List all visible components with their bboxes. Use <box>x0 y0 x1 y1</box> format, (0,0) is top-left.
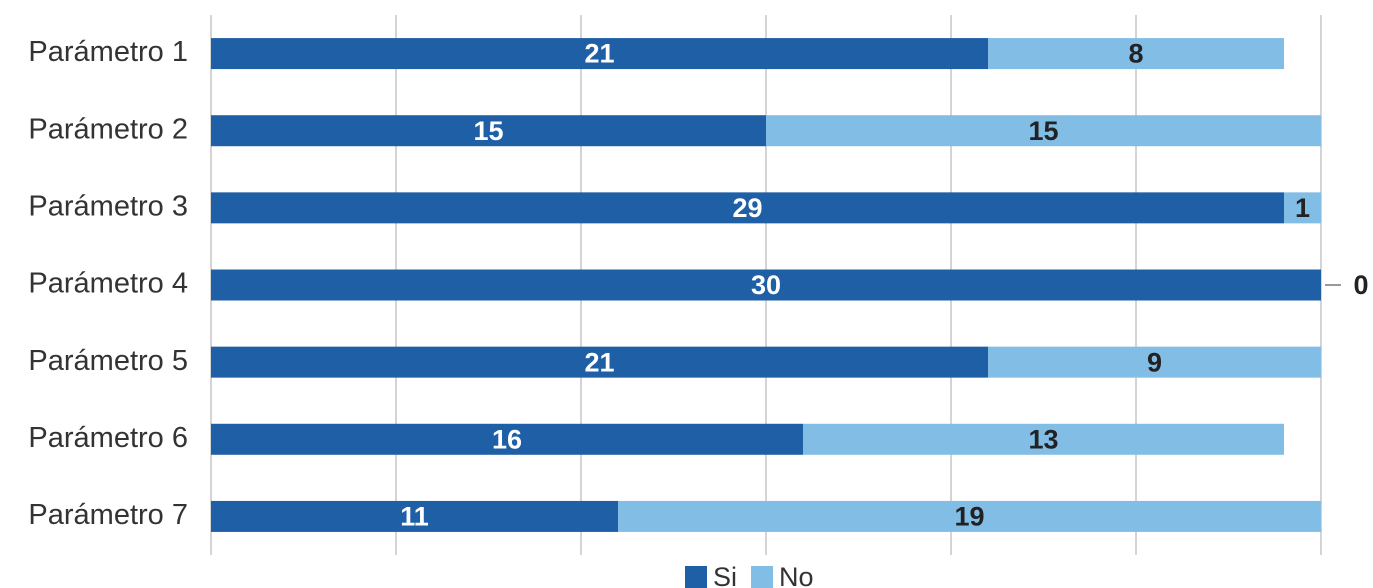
data-label: 0 <box>1353 270 1368 300</box>
bar-segment <box>988 346 1321 378</box>
data-label: 21 <box>584 347 614 377</box>
legend-swatch <box>751 566 774 588</box>
bar-segment <box>766 115 1321 147</box>
legend-label: No <box>779 562 814 588</box>
data-label: 1 <box>1295 193 1310 223</box>
bar-segment <box>988 38 1284 70</box>
category-label: Parámetro 4 <box>28 268 188 300</box>
data-label: 30 <box>751 270 781 300</box>
category-label: Parámetro 7 <box>28 499 188 531</box>
bar-segment <box>211 269 1321 301</box>
legend-label: Si <box>713 562 737 588</box>
data-label: 15 <box>1028 116 1058 146</box>
data-label: 29 <box>732 193 762 223</box>
legend-swatch <box>685 566 707 588</box>
data-label: 13 <box>1028 424 1058 454</box>
bar-segment <box>211 346 988 378</box>
bar-segment <box>211 500 618 532</box>
bar-segment <box>211 192 1284 224</box>
data-label: 8 <box>1128 39 1143 69</box>
category-label: Parámetro 6 <box>28 422 188 454</box>
bar-segment <box>211 115 766 147</box>
data-label: 21 <box>584 39 614 69</box>
bar-segment <box>803 423 1284 455</box>
category-label: Parámetro 1 <box>28 36 188 68</box>
category-label: Parámetro 2 <box>28 113 188 145</box>
bar-segment <box>1284 192 1321 224</box>
category-label: Parámetro 5 <box>28 345 188 377</box>
bar-segment <box>211 423 803 455</box>
bar-segment <box>618 500 1321 532</box>
data-label: 15 <box>473 116 503 146</box>
category-label: Parámetro 3 <box>28 191 188 223</box>
data-label: 11 <box>400 502 429 532</box>
data-label: 16 <box>492 424 522 454</box>
data-label: 19 <box>954 502 984 532</box>
data-label: 9 <box>1147 347 1162 377</box>
bar-segment <box>211 38 988 70</box>
